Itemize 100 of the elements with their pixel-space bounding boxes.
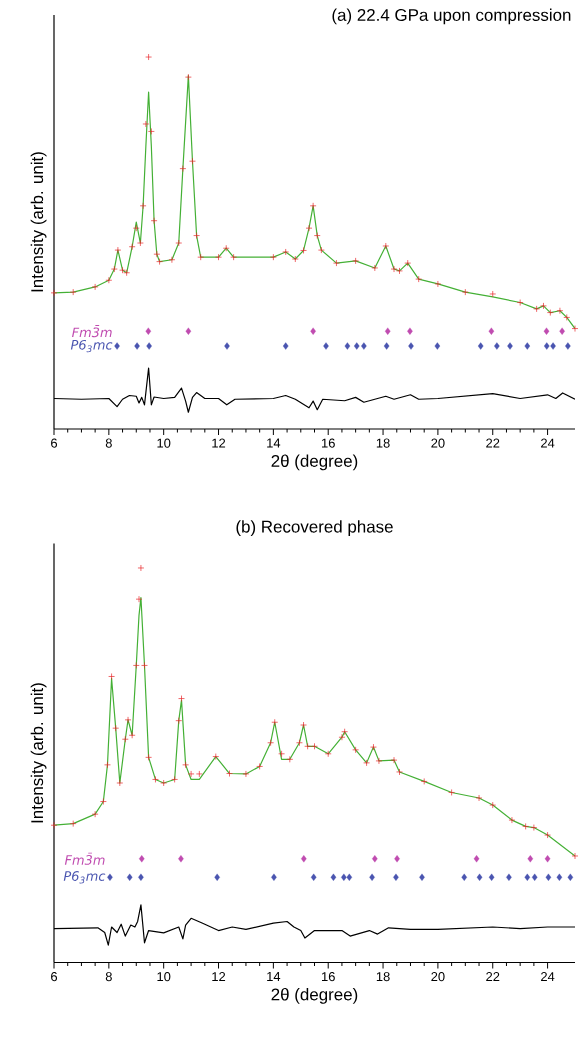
text: Fm3̄m	[64, 852, 105, 865]
point	[197, 253, 205, 261]
point	[300, 247, 307, 254]
point	[104, 761, 111, 769]
x-tick-label: 10	[157, 972, 171, 982]
point	[147, 128, 155, 135]
point	[527, 855, 534, 863]
x-axis-title: 2θ (degree)	[271, 988, 358, 1004]
point	[507, 342, 513, 350]
point	[408, 342, 414, 350]
point	[152, 776, 159, 783]
point	[420, 778, 428, 785]
point	[344, 342, 351, 350]
x-tick-label: 18	[376, 438, 390, 448]
point	[142, 120, 150, 128]
point	[132, 662, 140, 669]
point	[563, 314, 571, 321]
point	[571, 852, 578, 860]
point	[171, 776, 178, 783]
point	[160, 779, 168, 787]
point	[145, 327, 152, 335]
point	[338, 733, 346, 741]
x-tick-label: 16	[321, 972, 335, 982]
point	[476, 873, 483, 881]
point	[69, 820, 77, 827]
point	[330, 873, 337, 881]
x-tick-label: 12	[212, 438, 226, 448]
point	[419, 873, 425, 881]
point	[571, 325, 578, 332]
point	[185, 73, 192, 81]
point	[230, 253, 237, 261]
point	[556, 873, 563, 881]
point	[105, 276, 113, 284]
point	[300, 721, 307, 729]
point	[488, 327, 495, 335]
point	[404, 259, 412, 267]
x-tick-label: 6	[51, 972, 58, 982]
point	[178, 695, 185, 702]
point	[508, 816, 516, 824]
point	[313, 232, 321, 239]
point	[156, 258, 163, 265]
x-tick-label: 14	[267, 438, 281, 448]
point	[278, 750, 285, 758]
point	[352, 257, 359, 265]
series-label: P6$_{3}$mc	[70, 339, 113, 353]
point	[341, 873, 347, 881]
point	[242, 770, 250, 778]
point	[296, 739, 303, 747]
point	[189, 157, 196, 165]
point	[139, 202, 147, 210]
point	[352, 746, 359, 754]
point	[267, 739, 274, 747]
point	[516, 299, 524, 306]
point	[121, 735, 129, 743]
series-label: P6$_{3}$mc	[63, 871, 106, 884]
point	[138, 873, 144, 881]
point	[396, 267, 403, 275]
point	[396, 768, 403, 776]
point	[540, 302, 547, 310]
point	[256, 763, 264, 770]
point	[448, 789, 455, 796]
point	[108, 673, 115, 680]
point	[544, 855, 551, 863]
chart-title: (b) Recovered phase	[236, 520, 393, 537]
y-axis-title: Intensity (arb. unit)	[30, 152, 47, 292]
point	[126, 873, 133, 881]
point	[119, 266, 126, 274]
point	[371, 264, 379, 272]
point	[309, 202, 317, 210]
point	[271, 718, 279, 726]
point	[178, 855, 184, 863]
point	[550, 342, 556, 350]
point	[390, 265, 398, 273]
point	[369, 873, 375, 881]
point	[301, 855, 307, 863]
point	[185, 327, 192, 335]
point	[324, 750, 332, 758]
point	[567, 873, 574, 881]
point	[361, 342, 367, 350]
point	[375, 757, 383, 765]
x-tick-label: 24	[541, 972, 555, 982]
x-tick-label: 22	[486, 438, 500, 448]
point	[524, 342, 531, 350]
point	[175, 239, 183, 247]
point	[370, 743, 377, 751]
y-axis-title: Intensity (arb. unit)	[30, 683, 47, 823]
point	[124, 716, 132, 724]
point	[341, 728, 349, 736]
point	[116, 779, 124, 787]
point	[556, 307, 564, 315]
point	[488, 873, 495, 881]
point	[531, 873, 538, 881]
point	[310, 327, 316, 335]
point	[291, 255, 299, 263]
point	[282, 342, 289, 350]
point	[135, 595, 143, 603]
point	[390, 756, 398, 764]
point	[407, 327, 413, 335]
point	[112, 724, 120, 732]
chart-title: (a) 22.4 GPa upon compression	[332, 8, 571, 25]
